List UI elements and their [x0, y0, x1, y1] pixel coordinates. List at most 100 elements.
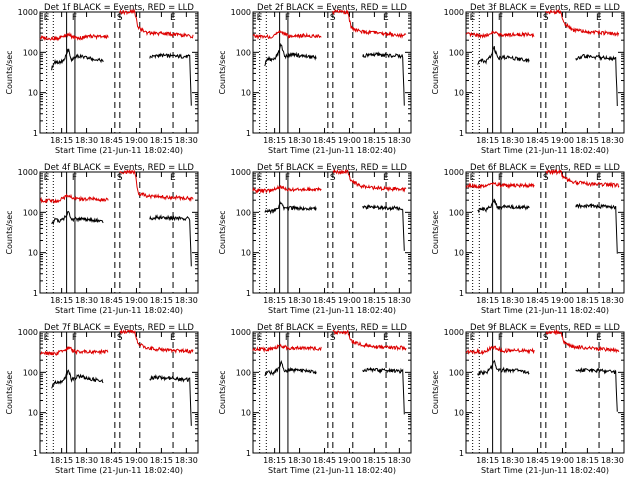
marker-label: S [543, 173, 549, 183]
series-line-lld [545, 168, 620, 189]
marker-label: E [44, 13, 50, 23]
panel-title: Det 6f BLACK = Events, RED = LLD [470, 163, 620, 173]
marker-label: S [117, 13, 123, 23]
panel-title: Det 1f BLACK = Events, RED = LLD [44, 3, 194, 13]
x-tick-label: 18:15 [150, 456, 173, 465]
chart-panel-6: Det 6f BLACK = Events, RED = LLD 1 10 100 10… [431, 163, 625, 315]
x-tick-label: 19:00 [125, 296, 148, 305]
y-tick-label: 10 [28, 249, 38, 258]
x-tick-label: 18:30 [175, 136, 198, 145]
series-line-events [362, 366, 405, 415]
y-tick-label: 1000 [231, 168, 251, 177]
series-line-events [477, 359, 530, 376]
series-line-lld [465, 181, 535, 190]
y-tick-label: 100 [236, 208, 251, 217]
x-tick-label: 18:45 [100, 296, 123, 305]
chart-panel-7: Det 7f BLACK = Events, RED = LLD 1 10 100 10… [5, 323, 199, 475]
y-tick-label: 100 [449, 368, 464, 377]
marker-label: E [596, 13, 602, 23]
x-tick-label: 18:15 [150, 136, 173, 145]
plot-frame [39, 11, 199, 134]
marker-label: E [170, 333, 176, 343]
marker-label: E [596, 333, 602, 343]
y-tick-label: 100 [23, 48, 38, 57]
x-tick-label: 18:15 [576, 296, 599, 305]
marker-label: F [72, 333, 77, 343]
series-line-events [51, 369, 104, 389]
panel-title: Det 4f BLACK = Events, RED = LLD [44, 163, 194, 173]
series-line-lld [332, 8, 407, 39]
x-tick-label: 19:00 [338, 136, 361, 145]
x-tick-label: 18:15 [363, 456, 386, 465]
series-line-lld [332, 330, 407, 352]
y-axis-label: Counts/sec [218, 50, 227, 94]
series-line-lld [252, 184, 322, 194]
chart-panel-8: Det 8f BLACK = Events, RED = LLD 1 10 100 10… [218, 323, 412, 475]
series-line-events [575, 202, 618, 254]
marker-label: F [285, 173, 290, 183]
x-tick-label: 19:00 [338, 296, 361, 305]
x-tick-label: 18:15 [476, 296, 499, 305]
y-tick-label: 10 [454, 89, 464, 98]
x-tick-label: 18:15 [50, 456, 73, 465]
series-line-lld [119, 8, 194, 39]
series-line-lld [39, 346, 109, 357]
y-tick-label: 100 [449, 48, 464, 57]
y-tick-label: 100 [23, 208, 38, 217]
x-tick-label: 19:00 [551, 136, 574, 145]
marker-label: E [257, 13, 263, 23]
x-tick-label: 18:30 [75, 456, 98, 465]
marker-label: S [117, 173, 123, 183]
series-line-events [51, 48, 104, 71]
x-axis-label: Start Time (21-Jun-11 18:02:40) [55, 306, 183, 315]
x-axis-label: Start Time (21-Jun-11 18:02:40) [55, 466, 183, 475]
y-tick-label: 1000 [444, 8, 464, 17]
y-tick-label: 1 [459, 289, 464, 298]
x-axis-label: Start Time (21-Jun-11 18:02:40) [268, 306, 396, 315]
marker-label: S [543, 333, 549, 343]
y-tick-label: 100 [23, 368, 38, 377]
y-tick-label: 100 [236, 48, 251, 57]
series-line-lld [119, 329, 194, 355]
plot-frame [465, 171, 625, 294]
x-tick-label: 18:15 [150, 296, 173, 305]
x-tick-label: 19:00 [125, 456, 148, 465]
marker-label: E [257, 333, 263, 343]
marker-label: E [470, 13, 476, 23]
series-line-lld [545, 328, 620, 354]
plot-frame [465, 11, 625, 134]
chart-panel-9: Det 9f BLACK = Events, RED = LLD 1 10 100 10… [431, 323, 625, 475]
x-tick-label: 18:45 [313, 136, 336, 145]
y-axis-label: Counts/sec [218, 210, 227, 254]
series-line-lld [465, 30, 535, 40]
series-line-events [362, 51, 405, 106]
marker-label: F [285, 333, 290, 343]
series-line-events [477, 46, 530, 65]
y-axis-label: Counts/sec [5, 50, 14, 94]
y-tick-label: 100 [236, 368, 251, 377]
series-line-events [575, 367, 618, 412]
y-tick-label: 1 [33, 289, 38, 298]
marker-label: E [257, 173, 263, 183]
y-axis-label: Counts/sec [5, 210, 14, 254]
x-tick-label: 18:45 [526, 456, 549, 465]
marker-label: E [470, 333, 476, 343]
plot-frame [39, 171, 199, 294]
x-tick-label: 18:45 [313, 296, 336, 305]
marker-label: E [383, 13, 389, 23]
plot-frame [465, 331, 625, 454]
panel-title: Det 8f BLACK = Events, RED = LLD [257, 323, 407, 333]
y-tick-label: 10 [241, 249, 251, 258]
series-line-events [149, 214, 192, 267]
x-tick-label: 18:45 [313, 456, 336, 465]
series-line-lld [39, 193, 109, 204]
x-tick-label: 19:00 [338, 456, 361, 465]
x-tick-label: 18:15 [263, 296, 286, 305]
marker-label: F [72, 173, 77, 183]
y-axis-label: Counts/sec [431, 210, 440, 254]
x-tick-label: 18:30 [288, 136, 311, 145]
y-tick-label: 10 [28, 89, 38, 98]
y-tick-label: 1 [33, 129, 38, 138]
marker-label: E [470, 173, 476, 183]
